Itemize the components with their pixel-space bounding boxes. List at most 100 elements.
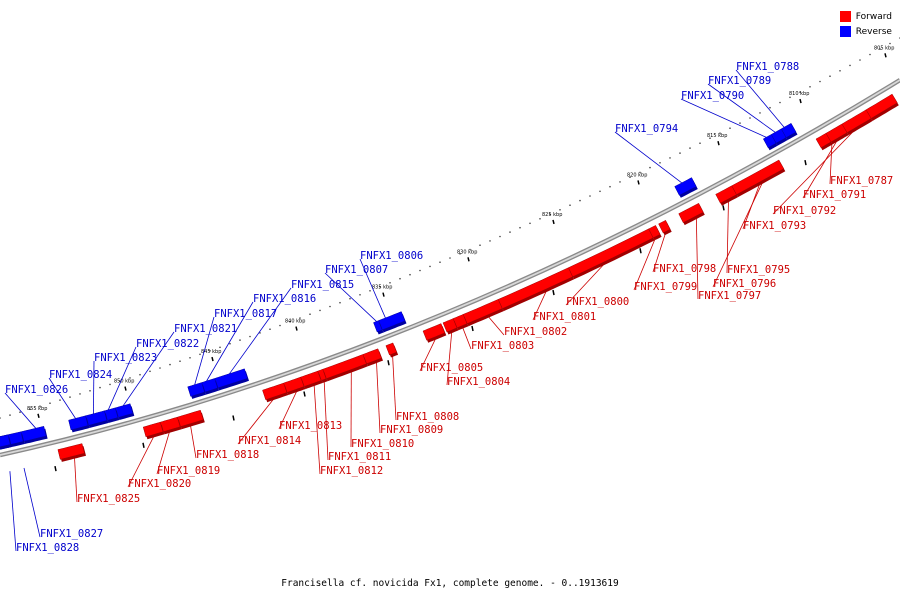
tick-label: 835 kbp bbox=[372, 285, 392, 291]
gene-FNFX1_0797[interactable] bbox=[678, 202, 704, 223]
label-FNFX1_0809: FNFX1_0809 bbox=[380, 424, 443, 436]
label-FNFX1_0826: FNFX1_0826 bbox=[5, 384, 68, 396]
scale-dot bbox=[299, 317, 301, 319]
tick-mark bbox=[142, 442, 145, 448]
gene-FNFX1_0793[interactable] bbox=[865, 93, 898, 119]
gene-FNFX1_0807[interactable] bbox=[373, 320, 383, 333]
gene-FNFX1_0820[interactable] bbox=[142, 421, 164, 438]
gene-FNFX1_0821[interactable] bbox=[114, 403, 134, 418]
gene-FNFX1_0816[interactable] bbox=[201, 378, 218, 393]
leader-FNFX1_0812 bbox=[313, 382, 321, 475]
gene-FNFX1_0824[interactable] bbox=[68, 415, 89, 431]
scale-dot bbox=[249, 335, 251, 338]
gene-FNFX1_0828[interactable] bbox=[0, 434, 11, 448]
scale-dot bbox=[29, 408, 31, 411]
gene-FNFX1_0799[interactable] bbox=[648, 225, 661, 239]
leader-FNFX1_0818 bbox=[189, 423, 197, 459]
scale-dot bbox=[39, 405, 41, 408]
gene-FNFX1_0808[interactable] bbox=[385, 342, 397, 356]
gene-FNFX1_0788[interactable] bbox=[780, 122, 797, 138]
label-FNFX1_0819: FNFX1_0819 bbox=[157, 465, 220, 477]
leader-FNFX1_0795 bbox=[726, 198, 729, 274]
legend-label-forward: Forward bbox=[855, 11, 892, 22]
leader-FNFX1_0824 bbox=[48, 377, 76, 419]
scale-dot bbox=[19, 411, 21, 414]
scale-dot bbox=[329, 305, 331, 308]
legend-label-reverse: Reverse bbox=[855, 26, 892, 37]
leader-FNFX1_0791 bbox=[802, 137, 840, 199]
gene-FNFX1_0810[interactable] bbox=[322, 354, 367, 380]
tick-label: 810 kbp bbox=[789, 91, 809, 97]
gene-FNFX1_0803[interactable] bbox=[452, 314, 468, 329]
gene-FNFX1_0800[interactable] bbox=[568, 228, 654, 278]
label-FNFX1_0805: FNFX1_0805 bbox=[420, 362, 483, 374]
map-title: Francisella cf. novicida Fx1, complete g… bbox=[281, 578, 619, 589]
leader-FNFX1_0814 bbox=[237, 396, 277, 445]
tick-label: 845 kbp bbox=[201, 349, 221, 355]
label-FNFX1_0789: FNFX1_0789 bbox=[708, 75, 771, 87]
scale-dot bbox=[739, 122, 741, 124]
scale-dot bbox=[559, 209, 561, 211]
tick-mark bbox=[295, 326, 298, 331]
scale-dot bbox=[409, 273, 411, 276]
tick-mark bbox=[232, 415, 235, 421]
scale-dot bbox=[179, 360, 181, 363]
tick-mark bbox=[124, 386, 127, 391]
gene-FNFX1_0813[interactable] bbox=[283, 376, 305, 393]
scale-dot bbox=[479, 244, 481, 246]
leader-FNFX1_0796 bbox=[712, 179, 765, 288]
tick-label: 815 kbp bbox=[707, 133, 727, 139]
scale-dot bbox=[449, 257, 451, 259]
leader-FNFX1_0788 bbox=[735, 69, 785, 128]
gene-FNFX1_0823[interactable] bbox=[85, 410, 108, 426]
scale-dot bbox=[209, 350, 211, 352]
gene-FNFX1_0801[interactable] bbox=[497, 267, 573, 309]
gene-FNFX1_0826[interactable] bbox=[20, 425, 47, 442]
gene-FNFX1_0811[interactable] bbox=[317, 368, 327, 381]
gene-FNFX1_0819[interactable] bbox=[159, 416, 181, 433]
scale-dot bbox=[159, 367, 161, 369]
leader-FNFX1_0825 bbox=[74, 455, 78, 503]
gene-FNFX1_0815[interactable] bbox=[214, 368, 248, 389]
tick-mark bbox=[804, 159, 807, 166]
label-FNFX1_0808: FNFX1_0808 bbox=[396, 411, 459, 423]
label-FNFX1_0815: FNFX1_0815 bbox=[291, 279, 354, 291]
gene-FNFX1_0822[interactable] bbox=[103, 407, 119, 421]
label-FNFX1_0790: FNFX1_0790 bbox=[681, 90, 744, 102]
gene-FNFX1_0804[interactable] bbox=[442, 318, 458, 333]
scale-dot bbox=[729, 127, 731, 129]
gene-FNFX1_0790[interactable] bbox=[762, 134, 777, 149]
tick-label: 830 kbp bbox=[457, 249, 477, 255]
label-FNFX1_0827: FNFX1_0827 bbox=[40, 528, 103, 540]
tick-mark bbox=[639, 248, 642, 254]
scale-dot bbox=[719, 132, 721, 134]
scale-dot bbox=[529, 222, 531, 225]
gene-FNFX1_0798[interactable] bbox=[658, 219, 671, 234]
label-FNFX1_0787: FNFX1_0787 bbox=[830, 175, 893, 187]
tick-mark bbox=[471, 325, 474, 332]
gene-FNFX1_0812[interactable] bbox=[300, 370, 322, 387]
gene-FNFX1_0806[interactable] bbox=[378, 311, 406, 331]
scale-dot bbox=[749, 117, 751, 119]
gene-FNFX1_0817[interactable] bbox=[187, 382, 205, 397]
scale-dot bbox=[149, 370, 151, 373]
gene-FNFX1_0805[interactable] bbox=[422, 323, 446, 341]
gene-FNFX1_0789[interactable] bbox=[770, 128, 787, 144]
leader-FNFX1_0797 bbox=[695, 215, 699, 300]
gene-FNFX1_0794[interactable] bbox=[674, 177, 697, 196]
scale-dot bbox=[379, 286, 381, 288]
gene-FNFX1_0825[interactable] bbox=[57, 443, 85, 460]
label-FNFX1_0816: FNFX1_0816 bbox=[253, 293, 316, 305]
gene-FNFX1_0796[interactable] bbox=[731, 159, 785, 195]
gene-FNFX1_0814[interactable] bbox=[262, 382, 288, 401]
scale-dot bbox=[269, 328, 271, 331]
tick-label: 825 kbp bbox=[542, 212, 562, 218]
scale-dot bbox=[829, 75, 831, 77]
tick-mark bbox=[552, 219, 555, 225]
gene-FNFX1_0818[interactable] bbox=[176, 409, 204, 428]
gene-FNFX1_0802[interactable] bbox=[462, 299, 503, 325]
gene-FNFX1_0809[interactable] bbox=[362, 348, 382, 365]
label-FNFX1_0799: FNFX1_0799 bbox=[634, 281, 697, 293]
tick-mark bbox=[382, 292, 385, 297]
tick-mark bbox=[387, 360, 390, 366]
